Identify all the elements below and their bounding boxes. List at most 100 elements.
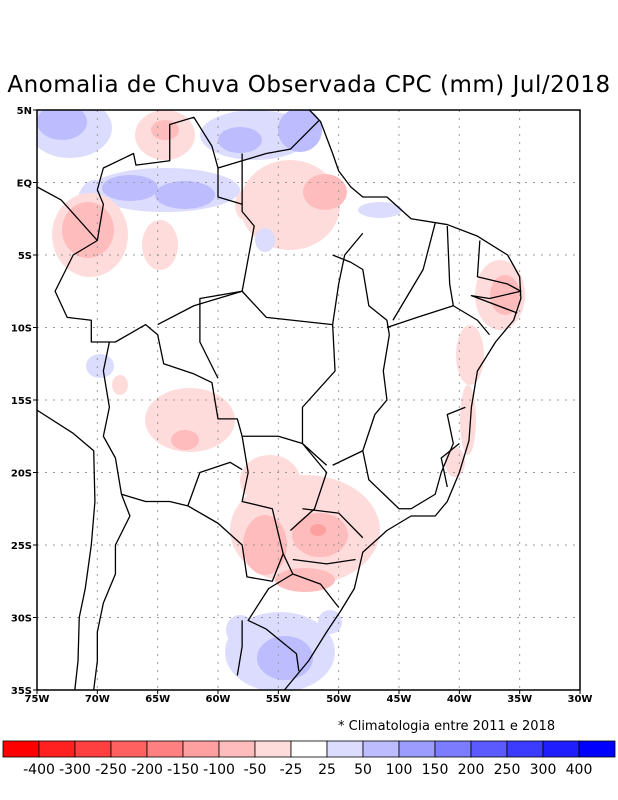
colorbar-label: 100: [386, 762, 413, 778]
colorbar-label: 250: [494, 762, 521, 778]
colorbar-swatch: [542, 740, 580, 758]
state-border-rr: [217, 168, 243, 205]
state-border-ne: [470, 240, 522, 314]
uruguay-argentina-border: [236, 620, 243, 676]
lon-label-30W: 30W: [568, 694, 593, 705]
anomaly-shade: [243, 515, 287, 575]
colorbar-swatch: [398, 740, 436, 758]
colorbar-label: 150: [422, 762, 449, 778]
lat-label-35S: 35S: [11, 686, 32, 697]
brazil-border: [54, 116, 320, 672]
anomaly-shade: [171, 430, 199, 450]
colorbar-swatch: [2, 740, 40, 758]
anomaly-shade: [235, 190, 255, 220]
anomaly-shade: [142, 220, 178, 270]
state-border-mg: [362, 406, 466, 510]
colorbar-swatch: [470, 740, 508, 758]
paraguay-argentina-border: [187, 505, 284, 582]
colorbar-swatch: [578, 740, 616, 758]
anomaly-shade: [310, 524, 326, 536]
state-border-mt: [199, 290, 243, 379]
colorbar-swatch: [254, 740, 292, 758]
peru-bolivia-border: [102, 341, 123, 495]
lon-label-75W: 75W: [25, 694, 50, 705]
anomaly-shade: [226, 615, 254, 645]
state-border-am-pa: [241, 153, 333, 326]
anomaly-shade: [255, 228, 275, 252]
bolivia-south-border: [121, 461, 243, 507]
lat-label-15S: 15S: [11, 396, 32, 407]
colorbar-label: -25: [280, 762, 303, 778]
anomaly-shade: [112, 375, 128, 395]
colombia-border: [37, 186, 98, 241]
anomaly-shade: [257, 636, 313, 680]
colorbar-swatch: [506, 740, 544, 758]
colorbar-swatch: [290, 740, 328, 758]
anomaly-shade: [37, 110, 87, 140]
colorbar-label: 300: [530, 762, 557, 778]
anomaly-shade: [145, 388, 235, 452]
state-border-pi-ce: [446, 225, 454, 306]
state-border-to-ma: [332, 254, 390, 335]
colorbar-label: 50: [354, 762, 372, 778]
colorbar-swatch: [74, 740, 112, 758]
anomaly-shade: [358, 202, 402, 218]
west-coastline: [37, 409, 96, 690]
state-border-pr-sc: [292, 558, 356, 565]
lat-label-5N: 5N: [17, 106, 32, 117]
colorbar-label: -200: [131, 762, 163, 778]
lon-label-55W: 55W: [266, 694, 291, 705]
colorbar-label: 25: [318, 762, 336, 778]
anomaly-shade: [303, 174, 347, 210]
state-border-go-ba: [332, 334, 390, 466]
lat-label-25S: 25S: [11, 541, 32, 552]
state-border-pa-to: [331, 232, 364, 325]
lon-label-50W: 50W: [326, 694, 351, 705]
lon-label-70W: 70W: [85, 694, 110, 705]
colorbar-label: 200: [458, 762, 485, 778]
colorbar-swatch: [218, 740, 256, 758]
lat-label-30S: 30S: [11, 614, 32, 625]
state-border-ms: [242, 435, 328, 531]
colorbar-swatch: [326, 740, 364, 758]
colorbar-label: -250: [95, 762, 127, 778]
anomaly-shade: [155, 181, 215, 209]
colorbar-swatch: [110, 740, 148, 758]
colorbar-swatch: [182, 740, 220, 758]
anomaly-shade: [102, 175, 158, 201]
anomaly-shade: [240, 455, 300, 505]
colorbar-label: -400: [23, 762, 55, 778]
lat-label-10S: 10S: [11, 324, 32, 335]
lat-label-5S: 5S: [18, 251, 32, 262]
state-border-am-ro: [157, 290, 243, 326]
climatology-note: * Climatologia entre 2011 e 2018: [338, 719, 556, 734]
colorbar-label: -50: [244, 762, 267, 778]
state-border-es: [440, 442, 460, 488]
lat-label-20S: 20S: [11, 469, 32, 480]
anomaly-shade: [318, 610, 342, 634]
colorbar-swatch: [362, 740, 400, 758]
colorbar-swatch: [38, 740, 76, 758]
state-border-ma-pi: [392, 222, 436, 321]
argentina-chile-border: [93, 494, 131, 690]
colorbar-label: 400: [566, 762, 593, 778]
map-layer: [37, 110, 580, 690]
state-border-mt-go: [301, 324, 336, 466]
colorbar-swatch: [434, 740, 472, 758]
east-coastline: [283, 110, 522, 690]
anomaly-shade: [275, 568, 335, 592]
colorbar-label: -100: [203, 762, 235, 778]
colorbar-label: -300: [59, 762, 91, 778]
lon-label-35W: 35W: [507, 694, 532, 705]
lat-label-EQ: EQ: [17, 179, 32, 190]
anomaly-shade: [86, 354, 114, 378]
state-border-sp-pr: [302, 508, 364, 539]
anomaly-shade: [456, 325, 484, 385]
anomaly-shade: [278, 110, 322, 152]
colorbar-swatch: [146, 740, 184, 758]
lon-label-65W: 65W: [145, 694, 170, 705]
colorbar-label: -150: [167, 762, 199, 778]
lon-label-45W: 45W: [387, 694, 412, 705]
lon-label-40W: 40W: [447, 694, 472, 705]
